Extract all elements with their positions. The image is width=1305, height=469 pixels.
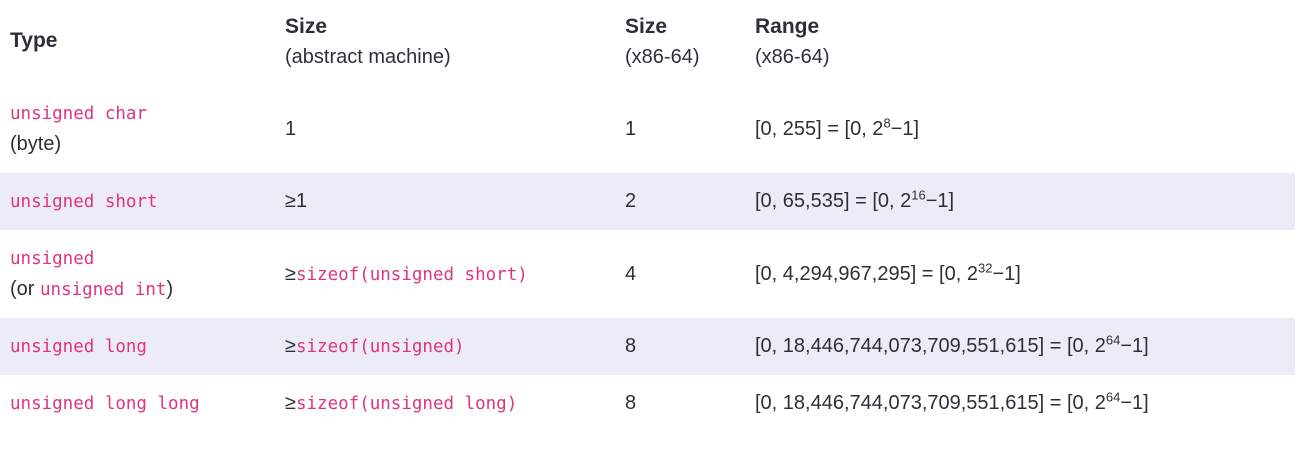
table-row-unsigned-long: unsigned long ≥sizeof(unsigned) 8 [0, 18… bbox=[0, 318, 1295, 375]
range-cell: [0, 4,294,967,295] = [0, 232−1] bbox=[745, 230, 1295, 318]
col-header-range-subtitle: (x86-64) bbox=[755, 46, 830, 68]
type-code: unsigned long bbox=[10, 337, 147, 357]
type-note: (byte) bbox=[10, 129, 265, 160]
size-abstract-prefix: ≥ bbox=[285, 335, 296, 357]
range-text: [0, 18,446,744,073,709,551,615] = [0, 2 bbox=[755, 392, 1106, 414]
type-code: unsigned short bbox=[10, 192, 158, 212]
range-text: [0, 4,294,967,295] = [0, 2 bbox=[755, 262, 978, 285]
range-cell: [0, 18,446,744,073,709,551,615] = [0, 26… bbox=[745, 318, 1295, 375]
range-tail: −1] bbox=[925, 190, 955, 212]
size-abstract-code: sizeof(unsigned long) bbox=[295, 394, 518, 414]
range-exponent: 8 bbox=[883, 114, 891, 130]
header-row: Type Size (abstract machine) Size (x86-6… bbox=[0, 2, 1295, 85]
type-cell: unsigned long bbox=[0, 318, 275, 375]
type-code: unsigned long long bbox=[10, 394, 200, 414]
table-row-unsigned-char: unsigned char (byte) 1 1 [0, 255] = [0, … bbox=[0, 85, 1295, 173]
range-tail: −1] bbox=[890, 117, 920, 140]
size-abstract-cell: ≥sizeof(unsigned short) bbox=[275, 230, 615, 318]
col-header-type: Type bbox=[0, 2, 275, 85]
size-abstract-code: sizeof(unsigned short) bbox=[295, 264, 528, 285]
range-cell: [0, 255] = [0, 28−1] bbox=[745, 85, 1295, 173]
type-cell: unsigned (or unsigned int) bbox=[0, 230, 275, 318]
range-tail: −1] bbox=[992, 262, 1021, 285]
size-x86-cell: 2 bbox=[625, 190, 637, 212]
col-header-size-abstract: Size (abstract machine) bbox=[275, 2, 615, 85]
range-cell: [0, 18,446,744,073,709,551,615] = [0, 26… bbox=[745, 375, 1295, 432]
type-note-code: unsigned int bbox=[40, 280, 167, 300]
type-note-post: ) bbox=[166, 278, 174, 300]
type-cell: unsigned long long bbox=[0, 375, 275, 432]
range-tail: −1] bbox=[1120, 392, 1149, 414]
size-abstract-prefix: 1 bbox=[285, 117, 297, 140]
size-abstract-cell: ≥1 bbox=[275, 173, 615, 230]
col-header-range: Range (x86-64) bbox=[745, 2, 1295, 85]
unsigned-types-table: Type Size (abstract machine) Size (x86-6… bbox=[0, 2, 1295, 432]
col-header-range-title: Range bbox=[755, 15, 820, 38]
size-abstract-cell: ≥sizeof(unsigned) bbox=[275, 318, 615, 375]
table-row-unsigned-short: unsigned short ≥1 2 [0, 65,535] = [0, 21… bbox=[0, 173, 1295, 230]
col-header-size-abstract-title: Size bbox=[285, 15, 328, 38]
table-row-unsigned-long-long: unsigned long long ≥sizeof(unsigned long… bbox=[0, 375, 1295, 432]
col-header-size-x86: Size (x86-64) bbox=[615, 2, 745, 85]
col-header-size-abstract-subtitle: (abstract machine) bbox=[285, 46, 451, 68]
type-note: (or unsigned int) bbox=[10, 274, 265, 305]
size-abstract-code: sizeof(unsigned) bbox=[295, 337, 465, 357]
range-exponent: 64 bbox=[1105, 389, 1121, 405]
size-x86-cell: 8 bbox=[625, 335, 637, 357]
size-abstract-cell: ≥sizeof(unsigned long) bbox=[275, 375, 615, 432]
size-x86-cell: 1 bbox=[625, 117, 637, 140]
range-exponent: 16 bbox=[911, 187, 926, 203]
col-header-size-x86-title: Size bbox=[625, 15, 668, 38]
size-abstract-cell: 1 bbox=[275, 85, 615, 173]
col-header-type-title: Type bbox=[10, 29, 58, 52]
range-exponent: 64 bbox=[1105, 332, 1121, 348]
type-note-pre: (byte) bbox=[10, 133, 62, 155]
type-note-pre: (or bbox=[10, 278, 40, 300]
type-cell: unsigned short bbox=[0, 173, 275, 230]
range-text: [0, 65,535] = [0, 2 bbox=[755, 190, 912, 212]
range-tail: −1] bbox=[1120, 335, 1149, 357]
range-exponent: 32 bbox=[977, 259, 993, 275]
size-abstract-prefix: ≥1 bbox=[285, 190, 308, 212]
range-cell: [0, 65,535] = [0, 216−1] bbox=[745, 173, 1295, 230]
type-code: unsigned char bbox=[10, 104, 147, 124]
size-abstract-prefix: ≥ bbox=[285, 392, 296, 414]
size-x86-cell: 4 bbox=[625, 262, 637, 285]
range-text: [0, 18,446,744,073,709,551,615] = [0, 2 bbox=[755, 335, 1106, 357]
size-x86-cell: 8 bbox=[625, 392, 637, 414]
type-code: unsigned bbox=[10, 249, 95, 269]
size-abstract-prefix: ≥ bbox=[285, 262, 296, 285]
range-text: [0, 255] = [0, 2 bbox=[755, 117, 884, 140]
table-row-unsigned-int: unsigned (or unsigned int) ≥sizeof(unsig… bbox=[0, 230, 1295, 318]
col-header-size-x86-subtitle: (x86-64) bbox=[625, 46, 700, 68]
type-cell: unsigned char (byte) bbox=[0, 85, 275, 173]
